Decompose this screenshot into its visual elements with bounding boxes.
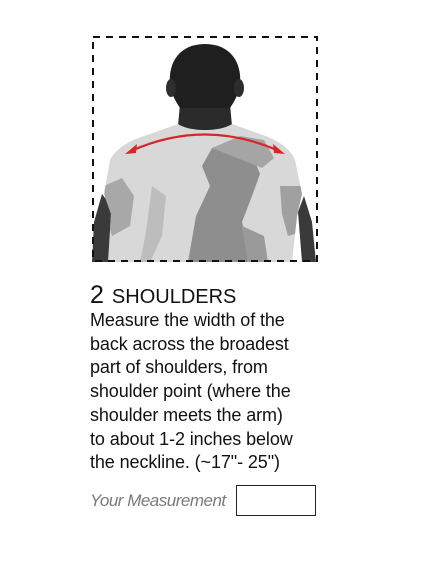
instruction-line: shoulder point (where the	[90, 381, 291, 402]
dashed-frame	[92, 36, 318, 262]
measurement-label: Your Measurement	[90, 491, 226, 510]
step-number: 2	[90, 281, 104, 309]
right-arm-shape	[298, 196, 316, 262]
instruction-line: to about 1-2 inches below	[90, 428, 293, 449]
step-title: SHOULDERS	[111, 286, 237, 308]
measurement-arc	[130, 133, 280, 153]
head-shape	[169, 44, 241, 108]
left-ear-shape	[166, 79, 176, 97]
step-heading: 2 SHOULDERS	[90, 281, 390, 309]
neck-shape	[178, 104, 232, 132]
instruction-line: part of shoulders, from	[90, 357, 268, 378]
instruction-line: Measure the width of the	[90, 310, 285, 330]
instructions-text: Measure the width of the back across the…	[90, 309, 340, 475]
shoulder-illustration	[92, 36, 318, 262]
measurement-input[interactable]	[236, 485, 316, 516]
instruction-line: shoulder meets the arm)	[90, 404, 283, 425]
arrowhead-right-icon	[273, 144, 285, 154]
instruction-line: back across the broadest	[90, 333, 289, 354]
right-ear-shape	[234, 79, 244, 97]
left-arm-shape	[92, 194, 114, 262]
arrowhead-left-icon	[125, 144, 137, 154]
instruction-line: the neckline. (~17"- 25")	[90, 452, 280, 473]
